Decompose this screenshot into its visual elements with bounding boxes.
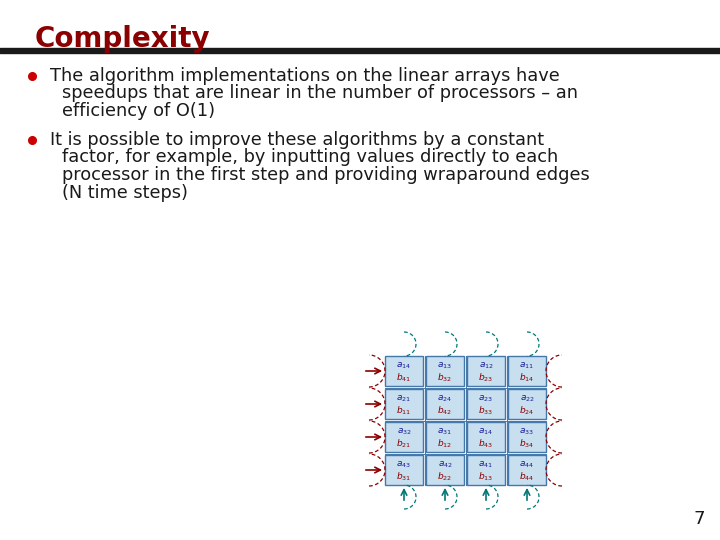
Bar xyxy=(508,455,546,485)
Text: $b_{21}$: $b_{21}$ xyxy=(397,437,412,450)
Bar xyxy=(508,389,546,419)
Text: $b_{13}$: $b_{13}$ xyxy=(478,470,494,483)
Bar xyxy=(426,422,464,452)
Text: $b_{24}$: $b_{24}$ xyxy=(519,404,535,417)
Text: $a_{13}$: $a_{13}$ xyxy=(438,360,452,371)
Text: processor in the first step and providing wraparound edges: processor in the first step and providin… xyxy=(62,166,590,184)
Text: The algorithm implementations on the linear arrays have: The algorithm implementations on the lin… xyxy=(50,67,559,85)
Bar xyxy=(508,422,546,452)
Text: $a_{12}$: $a_{12}$ xyxy=(479,360,493,371)
Bar xyxy=(385,422,423,452)
Text: $b_{12}$: $b_{12}$ xyxy=(438,437,453,450)
Bar xyxy=(385,389,423,419)
Text: $a_{21}$: $a_{21}$ xyxy=(397,393,412,404)
Text: speedups that are linear in the number of processors – an: speedups that are linear in the number o… xyxy=(62,84,578,103)
Bar xyxy=(426,356,464,386)
Bar xyxy=(467,389,505,419)
Text: 7: 7 xyxy=(693,510,705,528)
Text: $a_{31}$: $a_{31}$ xyxy=(438,427,452,437)
Bar xyxy=(426,389,464,419)
Text: $b_{43}$: $b_{43}$ xyxy=(478,437,494,450)
Text: $a_{14}$: $a_{14}$ xyxy=(478,427,494,437)
Text: $a_{42}$: $a_{42}$ xyxy=(438,460,452,470)
Text: $b_{44}$: $b_{44}$ xyxy=(519,470,535,483)
Bar xyxy=(508,356,546,386)
Text: $a_{11}$: $a_{11}$ xyxy=(520,360,534,371)
Text: $b_{42}$: $b_{42}$ xyxy=(438,404,453,417)
Text: $a_{14}$: $a_{14}$ xyxy=(397,360,412,371)
Bar xyxy=(467,356,505,386)
Text: $b_{14}$: $b_{14}$ xyxy=(519,372,535,384)
Bar xyxy=(467,422,505,452)
Text: $a_{24}$: $a_{24}$ xyxy=(438,393,453,404)
Text: $a_{32}$: $a_{32}$ xyxy=(397,427,411,437)
Text: $b_{33}$: $b_{33}$ xyxy=(478,404,494,417)
Bar xyxy=(385,455,423,485)
Text: factor, for example, by inputting values directly to each: factor, for example, by inputting values… xyxy=(62,148,558,166)
Text: $a_{43}$: $a_{43}$ xyxy=(397,460,412,470)
Text: $b_{22}$: $b_{22}$ xyxy=(438,470,453,483)
Text: $a_{22}$: $a_{22}$ xyxy=(520,393,534,404)
Bar xyxy=(467,455,505,485)
Text: $a_{44}$: $a_{44}$ xyxy=(519,460,534,470)
Text: $b_{11}$: $b_{11}$ xyxy=(397,404,412,417)
Bar xyxy=(426,455,464,485)
Text: $a_{33}$: $a_{33}$ xyxy=(520,427,534,437)
Text: It is possible to improve these algorithms by a constant: It is possible to improve these algorith… xyxy=(50,131,544,149)
Text: $b_{23}$: $b_{23}$ xyxy=(478,372,494,384)
Text: $a_{23}$: $a_{23}$ xyxy=(479,393,493,404)
Text: (N time steps): (N time steps) xyxy=(62,184,188,201)
Text: $b_{32}$: $b_{32}$ xyxy=(438,372,453,384)
Text: $b_{31}$: $b_{31}$ xyxy=(397,470,412,483)
Text: $a_{41}$: $a_{41}$ xyxy=(479,460,493,470)
Bar xyxy=(385,356,423,386)
Text: Complexity: Complexity xyxy=(35,25,211,53)
Text: $b_{41}$: $b_{41}$ xyxy=(397,372,412,384)
Text: $b_{34}$: $b_{34}$ xyxy=(519,437,535,450)
Text: efficiency of O(1): efficiency of O(1) xyxy=(62,102,215,120)
